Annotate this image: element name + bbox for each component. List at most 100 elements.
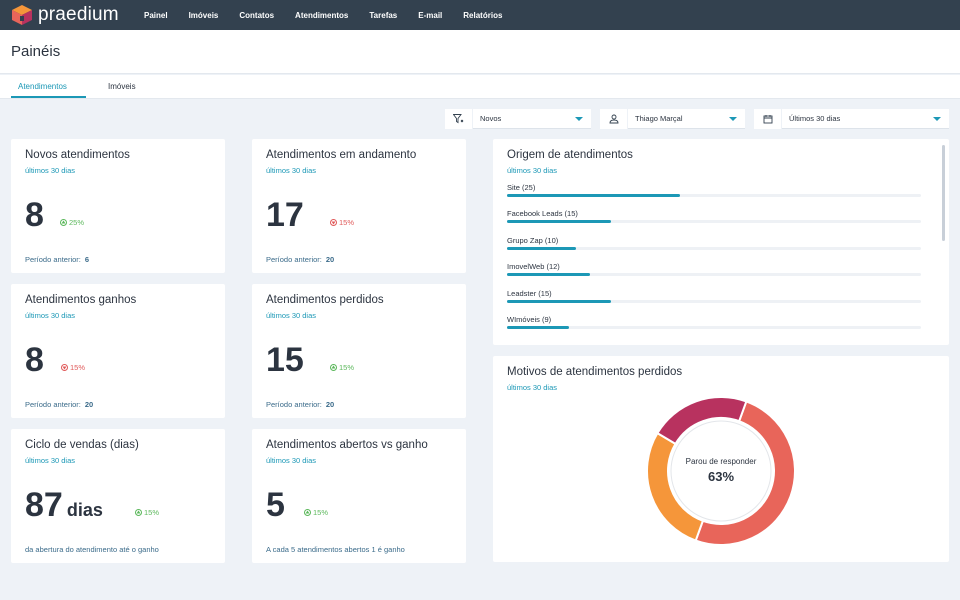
kpi-value: 15	[266, 341, 304, 379]
donut-segment[interactable]	[656, 397, 748, 446]
source-bar-track	[507, 299, 921, 303]
card-footer: A cada 5 atendimentos abertos 1 é ganho	[266, 545, 405, 554]
nav-painel[interactable]: Painel	[144, 10, 168, 20]
source-bar	[507, 246, 576, 250]
stage-select-value: Novos	[480, 114, 502, 123]
card-footer: Período anterior: 20	[266, 255, 335, 264]
card-novos-atendimentos: Novos atendimentos últimos 30 dias 8 25%…	[11, 139, 225, 273]
source-row: WImóveis (9)	[507, 315, 921, 329]
page-header: Painéis	[0, 30, 960, 74]
kpi-delta: 15%	[304, 508, 328, 517]
top-nav: praedium Painel Imóveis Contatos Atendim…	[0, 0, 960, 30]
kpi-value: 8	[25, 341, 44, 379]
source-bar-track	[507, 273, 921, 277]
nav-atendimentos[interactable]: Atendimentos	[295, 10, 349, 20]
card-footer: da abertura do atendimento até o ganho	[25, 545, 159, 554]
trend-up-icon	[135, 509, 142, 516]
card-subtitle: últimos 30 dias	[507, 166, 558, 175]
donut-hole	[670, 420, 772, 522]
card-atendimentos-perdidos: Atendimentos perdidos últimos 30 dias 15…	[252, 284, 466, 418]
source-row: Site (25)	[507, 183, 921, 197]
tabs: Atendimentos Imóveis	[0, 75, 960, 99]
trend-down-icon	[61, 364, 68, 371]
card-subtitle: últimos 30 dias	[507, 383, 558, 392]
card-ciclo-vendas: Ciclo de vendas (dias) últimos 30 dias 8…	[11, 429, 225, 563]
kpi-unit: dias	[66, 500, 103, 520]
kpi-value: 5	[266, 486, 285, 524]
kpi-value: 87 dias	[25, 486, 103, 524]
user-select-value: Thiago Marçal	[635, 114, 683, 123]
source-bar	[507, 220, 611, 224]
source-row: ImovelWeb (12)	[507, 262, 921, 277]
source-label: WImóveis (9)	[507, 315, 552, 324]
source-label: Leadster (15)	[507, 288, 552, 298]
logo[interactable]: praedium	[11, 4, 136, 26]
trend-up-icon	[304, 509, 311, 516]
source-label: Grupo Zap (10)	[507, 235, 559, 245]
nav-imoveis[interactable]: Imóveis	[188, 10, 219, 20]
card-atendimentos-andamento: Atendimentos em andamento últimos 30 dia…	[252, 139, 466, 273]
user-select[interactable]: Thiago Marçal	[628, 109, 745, 129]
period-select-value: Últimos 30 dias	[789, 114, 841, 123]
page-title: Painéis	[11, 43, 61, 60]
source-label: Facebook Leads (15)	[507, 209, 578, 219]
card-title: Atendimentos perdidos	[266, 294, 384, 306]
card-abertos-vs-ganho: Atendimentos abertos vs ganho últimos 30…	[252, 429, 466, 563]
nav-email[interactable]: E-mail	[418, 10, 443, 20]
card-subtitle: últimos 30 dias	[266, 456, 317, 465]
card-motivos-perdidos: Motivos de atendimentos perdidos últimos…	[493, 356, 949, 562]
scrollbar[interactable]	[942, 145, 945, 241]
nav-links: Painel Imóveis Contatos Atendimentos Tar…	[144, 11, 523, 20]
logo-text: praedium	[38, 4, 119, 25]
period-filter-icon-box	[754, 109, 781, 129]
source-bar	[507, 299, 611, 303]
card-subtitle: últimos 30 dias	[25, 311, 76, 320]
card-subtitle: últimos 30 dias	[266, 311, 317, 320]
period-select[interactable]: Últimos 30 dias	[782, 109, 949, 129]
user-icon	[609, 114, 618, 124]
card-footer: Período anterior: 6	[25, 255, 90, 264]
kpi-value: 8	[25, 196, 44, 234]
source-label: ImovelWeb (12)	[507, 262, 560, 272]
trend-down-icon	[330, 219, 337, 226]
source-bar-track	[507, 194, 921, 197]
stage-filter-icon-box	[445, 109, 472, 129]
kpi-delta: 15%	[135, 508, 159, 517]
stage-select[interactable]: Novos	[473, 109, 591, 129]
donut-chart	[646, 397, 796, 545]
card-origem-atendimentos: Origem de atendimentos últimos 30 dias S…	[493, 139, 949, 345]
chevron-down-icon	[933, 117, 941, 121]
kpi-delta: 25%	[60, 218, 84, 227]
card-title: Origem de atendimentos	[507, 149, 633, 161]
source-bar-track	[507, 326, 921, 329]
tab-atendimentos[interactable]: Atendimentos	[18, 82, 67, 91]
card-title: Atendimentos em andamento	[266, 149, 417, 161]
kpi-delta: 15%	[330, 363, 354, 372]
donut-segment[interactable]	[694, 400, 796, 545]
kpi-delta: 15%	[61, 363, 85, 372]
tab-imoveis[interactable]: Imóveis	[108, 82, 136, 91]
calendar-icon	[763, 115, 772, 124]
card-subtitle: últimos 30 dias	[25, 456, 76, 465]
chevron-down-icon	[575, 117, 583, 121]
kpi-value: 17	[266, 196, 304, 234]
source-bar	[507, 326, 570, 329]
funnel-icon	[453, 114, 464, 124]
source-bar-track	[507, 220, 921, 224]
card-subtitle: últimos 30 dias	[25, 166, 76, 175]
source-bar	[507, 194, 680, 197]
source-bar	[507, 273, 590, 277]
nav-tarefas[interactable]: Tarefas	[369, 10, 398, 20]
donut-center-label: Parou de responder	[685, 457, 757, 466]
card-title: Motivos de atendimentos perdidos	[507, 366, 683, 378]
donut-center-value: 63%	[707, 469, 735, 484]
source-row: Grupo Zap (10)	[507, 235, 921, 250]
user-filter-icon-box	[600, 109, 627, 129]
nav-relatorios[interactable]: Relatórios	[463, 10, 503, 20]
chevron-down-icon	[729, 117, 737, 121]
trend-up-icon	[60, 219, 67, 226]
nav-contatos[interactable]: Contatos	[239, 10, 275, 20]
card-title: Atendimentos abertos vs ganho	[266, 439, 428, 451]
kpi-delta: 15%	[330, 218, 354, 227]
card-subtitle: últimos 30 dias	[266, 166, 317, 175]
